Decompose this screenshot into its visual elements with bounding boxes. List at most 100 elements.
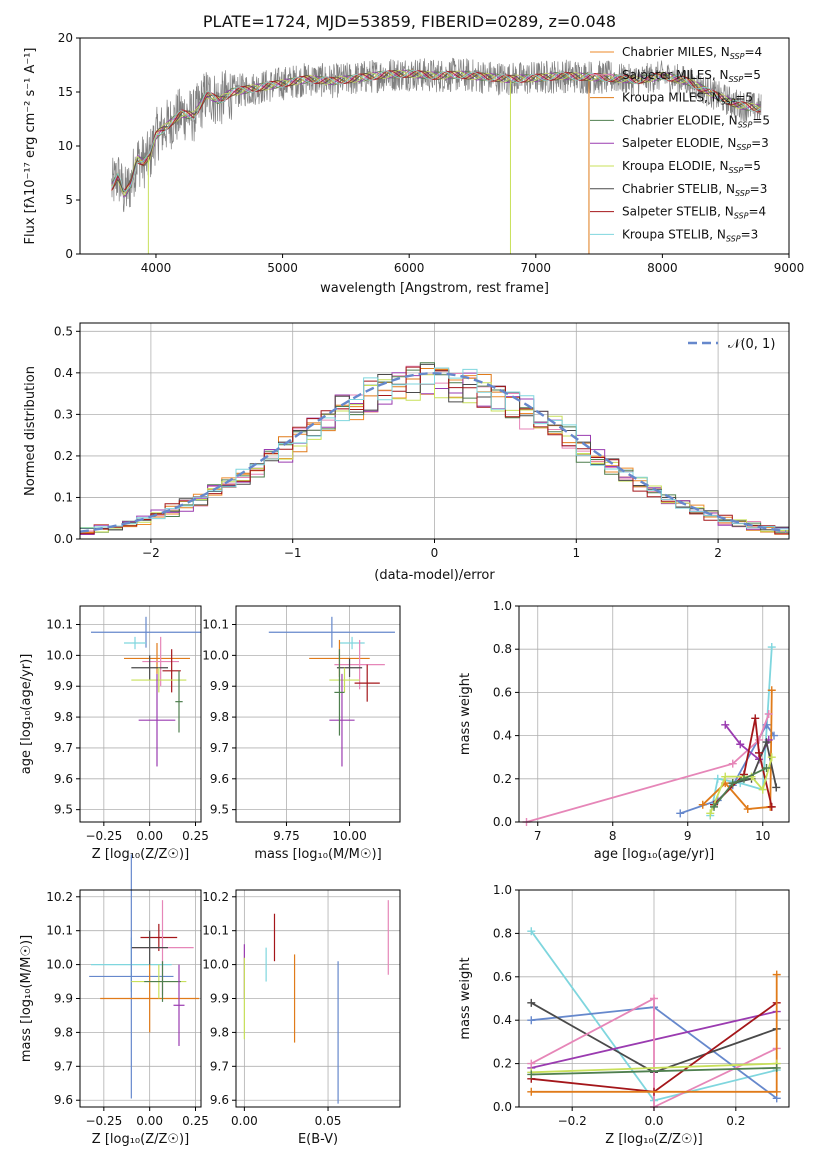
spectrum-ytick-label: 15 bbox=[58, 85, 73, 99]
z-mass-xtick-label: 0.00 bbox=[136, 1114, 163, 1128]
spectrum-ticks: 4000 5000 6000 7000 8000 9000 0 5 10 15 20 waveleng… bbox=[23, 31, 804, 296]
ebv-mass-ticks: 0.00 0.05 9.6 9.7 9.8 9.9 10.0 10.1 10.2 E(B-V) bbox=[202, 889, 401, 1147]
z-weight-ytick-label: 1.0 bbox=[493, 883, 512, 897]
z-weight-marker bbox=[527, 998, 536, 1007]
ebv-mass-xlabel: E(B-V) bbox=[298, 1132, 338, 1147]
age-weight-marker bbox=[751, 714, 760, 723]
age-weight-marker bbox=[764, 710, 773, 718]
age-weight-axes bbox=[519, 605, 789, 823]
z-age-xlabel: Z [log₁₀(Z/Z☉)] bbox=[92, 847, 189, 862]
residual-histogram bbox=[80, 367, 789, 530]
age-weight-marker bbox=[767, 643, 776, 652]
ebv-mass-ytick-label: 9.7 bbox=[210, 1059, 229, 1073]
mass-age-points bbox=[268, 616, 395, 767]
page-title: PLATE=1724, MJD=53859, FIBERID=0289, z=0… bbox=[202, 12, 617, 31]
legend-ssp-count: =3 bbox=[741, 227, 759, 241]
mass-age-ytick-label: 10.0 bbox=[202, 648, 229, 662]
hist-xtick-label: 2 bbox=[714, 546, 722, 560]
age-weight-marker bbox=[772, 783, 781, 792]
z-age-ytick-label: 9.6 bbox=[54, 772, 73, 786]
z-age-ticks: −0.25 0.00 0.25 9.5 9.6 9.7 9.8 9.9 10.0 10.1 Z [l… bbox=[19, 605, 209, 862]
age-weight-marker bbox=[736, 740, 745, 749]
age-weight-xlabel: age [log₁₀(age/yr)] bbox=[594, 847, 715, 862]
z-age-xtick-label: −0.25 bbox=[85, 829, 122, 843]
age-weight-ytick-label: 0.0 bbox=[493, 815, 512, 829]
z-age-ytick-label: 10.0 bbox=[46, 648, 73, 662]
legend-entry: Salpeter MILES, NSSP=5 bbox=[622, 68, 761, 84]
z-age-ytick-label: 9.8 bbox=[54, 710, 73, 724]
z-weight-series-line bbox=[530, 997, 778, 1109]
age-weight-ytick-label: 0.8 bbox=[493, 642, 512, 656]
legend-ssp-sub: SSP bbox=[735, 189, 750, 198]
z-mass-ytick-label: 10.0 bbox=[46, 958, 73, 972]
z-mass-ytick-label: 9.6 bbox=[54, 1093, 73, 1107]
model-spectrum bbox=[111, 69, 761, 192]
legend-ssp-count: =4 bbox=[748, 205, 766, 219]
legend-model-name: Kroupa ELODIE, N bbox=[622, 159, 729, 173]
spectrum-ytick-label: 10 bbox=[58, 139, 73, 153]
z-weight-ytick-label: 0.0 bbox=[493, 1100, 512, 1114]
hist-ytick-label: 0.0 bbox=[54, 532, 73, 546]
z-mass-points bbox=[89, 854, 200, 1099]
hist-ytick-label: 0.1 bbox=[54, 490, 73, 504]
z-age-xtick-label: 0.25 bbox=[182, 829, 209, 843]
spectrum-xtick-label: 4000 bbox=[141, 261, 172, 275]
spectrum-xtick-label: 9000 bbox=[774, 261, 805, 275]
hist-plot bbox=[79, 362, 789, 535]
z-weight-series-line bbox=[531, 1067, 777, 1076]
normal-reference-curve bbox=[79, 372, 787, 533]
age-weight-marker bbox=[721, 772, 730, 781]
z-weight-marker bbox=[527, 1070, 536, 1079]
z-weight-xtick-label: 0.0 bbox=[644, 1114, 663, 1128]
z-age-axes bbox=[80, 606, 201, 822]
age-weight-ylabel: mass weight bbox=[458, 673, 473, 755]
z-age-ytick-label: 9.5 bbox=[54, 803, 73, 817]
mass-age-ytick-label: 9.5 bbox=[210, 803, 229, 817]
age-weight-marker bbox=[713, 774, 722, 783]
z-mass-xtick-label: 0.25 bbox=[182, 1114, 209, 1128]
ebv-mass-xtick-label: 0.00 bbox=[231, 1114, 258, 1128]
hist-xtick-label: 1 bbox=[572, 546, 580, 560]
z-mass-ytick-label: 9.7 bbox=[54, 1059, 73, 1073]
age-weight-series-line bbox=[702, 690, 773, 810]
age-weight-marker bbox=[710, 802, 718, 811]
spectrum-ytick-label: 5 bbox=[65, 193, 73, 207]
z-mass-ytick-label: 10.2 bbox=[46, 890, 73, 904]
age-weight-xtick-label: 7 bbox=[534, 829, 542, 843]
hist-xtick-label: −1 bbox=[284, 546, 302, 560]
hist-xtick-label: −2 bbox=[142, 546, 160, 560]
age-weight-marker bbox=[767, 686, 776, 695]
hist-legend: 𝒩(0, 1) bbox=[688, 337, 775, 352]
hist-ytick-label: 0.5 bbox=[54, 324, 73, 338]
z-age-frame bbox=[79, 605, 202, 823]
age-weight-marker bbox=[743, 805, 752, 814]
z-weight-marker bbox=[527, 1087, 536, 1096]
z-weight-marker bbox=[772, 1087, 781, 1096]
legend-model-name: Chabrier MILES, N bbox=[622, 45, 730, 59]
age-weight-marker bbox=[698, 800, 707, 809]
residual-histogram bbox=[80, 374, 789, 533]
legend-model-name: Kroupa STELIB, N bbox=[622, 227, 726, 241]
legend-entry: Chabrier STELIB, NSSP=3 bbox=[622, 182, 767, 198]
age-weight-xtick-label: 9 bbox=[684, 829, 692, 843]
legend-model-name: Salpeter MILES, N bbox=[622, 68, 729, 82]
legend-ssp-count: =5 bbox=[752, 113, 770, 127]
z-age-ytick-label: 9.7 bbox=[54, 741, 73, 755]
z-weight-ylabel: mass weight bbox=[458, 957, 473, 1039]
age-weight-ytick-label: 0.6 bbox=[493, 685, 512, 699]
age-weight-ticks: 7 8 9 10 0.0 0.2 0.4 0.6 0.8 1.0 age [log₁₀(age/yr… bbox=[458, 599, 790, 862]
age-weight-marker bbox=[755, 748, 763, 757]
legend-model-name: Salpeter STELIB, N bbox=[622, 205, 734, 219]
mass-age-ytick-label: 9.9 bbox=[210, 679, 229, 693]
mass-age-xtick-label: 9.75 bbox=[273, 829, 300, 843]
legend-ssp-sub: SSP bbox=[729, 166, 744, 175]
z-weight-xtick-label: 0.2 bbox=[726, 1114, 745, 1128]
legend-ssp-sub: SSP bbox=[734, 212, 749, 221]
z-weight-marker bbox=[527, 1059, 536, 1068]
spectrum-xlabel: wavelength [Angstrom, rest frame] bbox=[320, 281, 549, 296]
z-mass-ticks: −0.25 0.00 0.25 9.6 9.7 9.8 9.9 10.0 10.1 10.2 Z [… bbox=[19, 889, 209, 1147]
spectrum-xtick-label: 6000 bbox=[394, 261, 425, 275]
age-weight-marker bbox=[728, 779, 737, 788]
age-weight-marker bbox=[758, 785, 767, 794]
z-age-points bbox=[91, 616, 201, 767]
